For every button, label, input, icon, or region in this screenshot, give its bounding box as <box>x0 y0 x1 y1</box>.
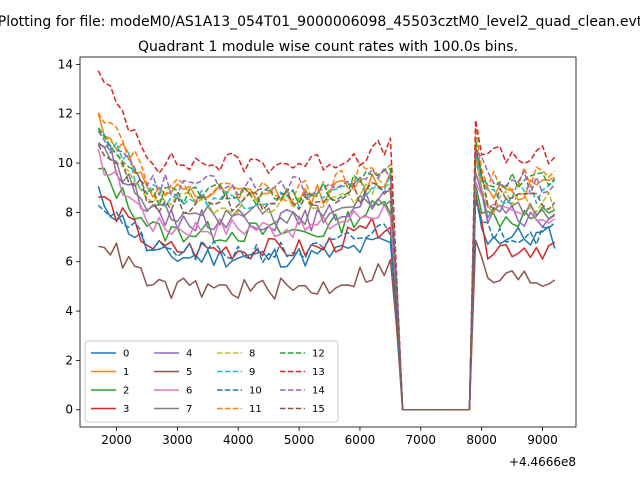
series-line-8 <box>97 130 556 411</box>
series-line-9 <box>97 127 556 411</box>
series-line-2 <box>98 167 556 411</box>
legend-label: 1 <box>123 367 129 378</box>
legend-label: 7 <box>186 404 192 415</box>
y-tick-label: 8 <box>65 205 73 219</box>
legend-label: 6 <box>186 386 192 397</box>
x-tick-label: 3000 <box>162 433 193 447</box>
x-tick-label: 7000 <box>406 433 437 447</box>
legend-label: 15 <box>312 404 325 415</box>
legend-label: 9 <box>249 367 255 378</box>
y-tick-label: 6 <box>65 255 73 269</box>
series-line-14 <box>97 130 556 411</box>
series-line-10 <box>97 199 556 411</box>
legend-label: 12 <box>312 349 325 360</box>
legend-label: 14 <box>312 386 325 397</box>
y-tick-label: 0 <box>65 403 73 417</box>
series-line-4 <box>97 143 556 411</box>
legend-label: 8 <box>249 349 255 360</box>
series-line-5 <box>98 239 556 411</box>
y-tick-label: 2 <box>65 353 73 367</box>
series-line-6 <box>97 148 556 411</box>
legend-label: 5 <box>186 367 192 378</box>
x-tick-label: 4000 <box>223 433 254 447</box>
legend-label: 0 <box>123 349 129 360</box>
chart-title: Quadrant 1 module wise count rates with … <box>138 39 518 55</box>
x-tick-label: 9000 <box>527 433 558 447</box>
axes-frame <box>79 56 577 428</box>
y-tick-label: 14 <box>58 57 73 71</box>
legend-label: 11 <box>249 404 262 415</box>
legend-label: 3 <box>123 404 129 415</box>
y-tick-label: 4 <box>65 304 73 318</box>
legend-label: 13 <box>312 367 325 378</box>
legend-label: 2 <box>123 386 129 397</box>
series-line-15 <box>97 144 556 411</box>
series-layer <box>97 70 556 411</box>
legend-label: 4 <box>186 349 192 360</box>
x-offset-label: +4.4666e8 <box>509 455 576 469</box>
series-line-13 <box>97 70 556 411</box>
plot-area: 2000 3000 4000 5000 6000 7000 8000 9000 0246810… <box>58 56 577 447</box>
x-tick-label: 5000 <box>284 433 315 447</box>
y-axis: 0 2 4 6 8 10 12 14 <box>58 57 80 417</box>
y-tick-label: 12 <box>58 107 73 121</box>
x-axis: 2000 3000 4000 5000 6000 7000 8000 9000 <box>101 427 558 447</box>
y-tick-label: 10 <box>58 156 73 170</box>
legend-label: 10 <box>249 386 262 397</box>
x-tick-label: 2000 <box>101 433 132 447</box>
x-tick-label: 6000 <box>345 433 376 447</box>
x-tick-label: 8000 <box>466 433 497 447</box>
figure-suptitle: Plotting for file: modeM0/AS1A13_054T01_… <box>0 14 640 30</box>
legend-box <box>84 340 339 423</box>
